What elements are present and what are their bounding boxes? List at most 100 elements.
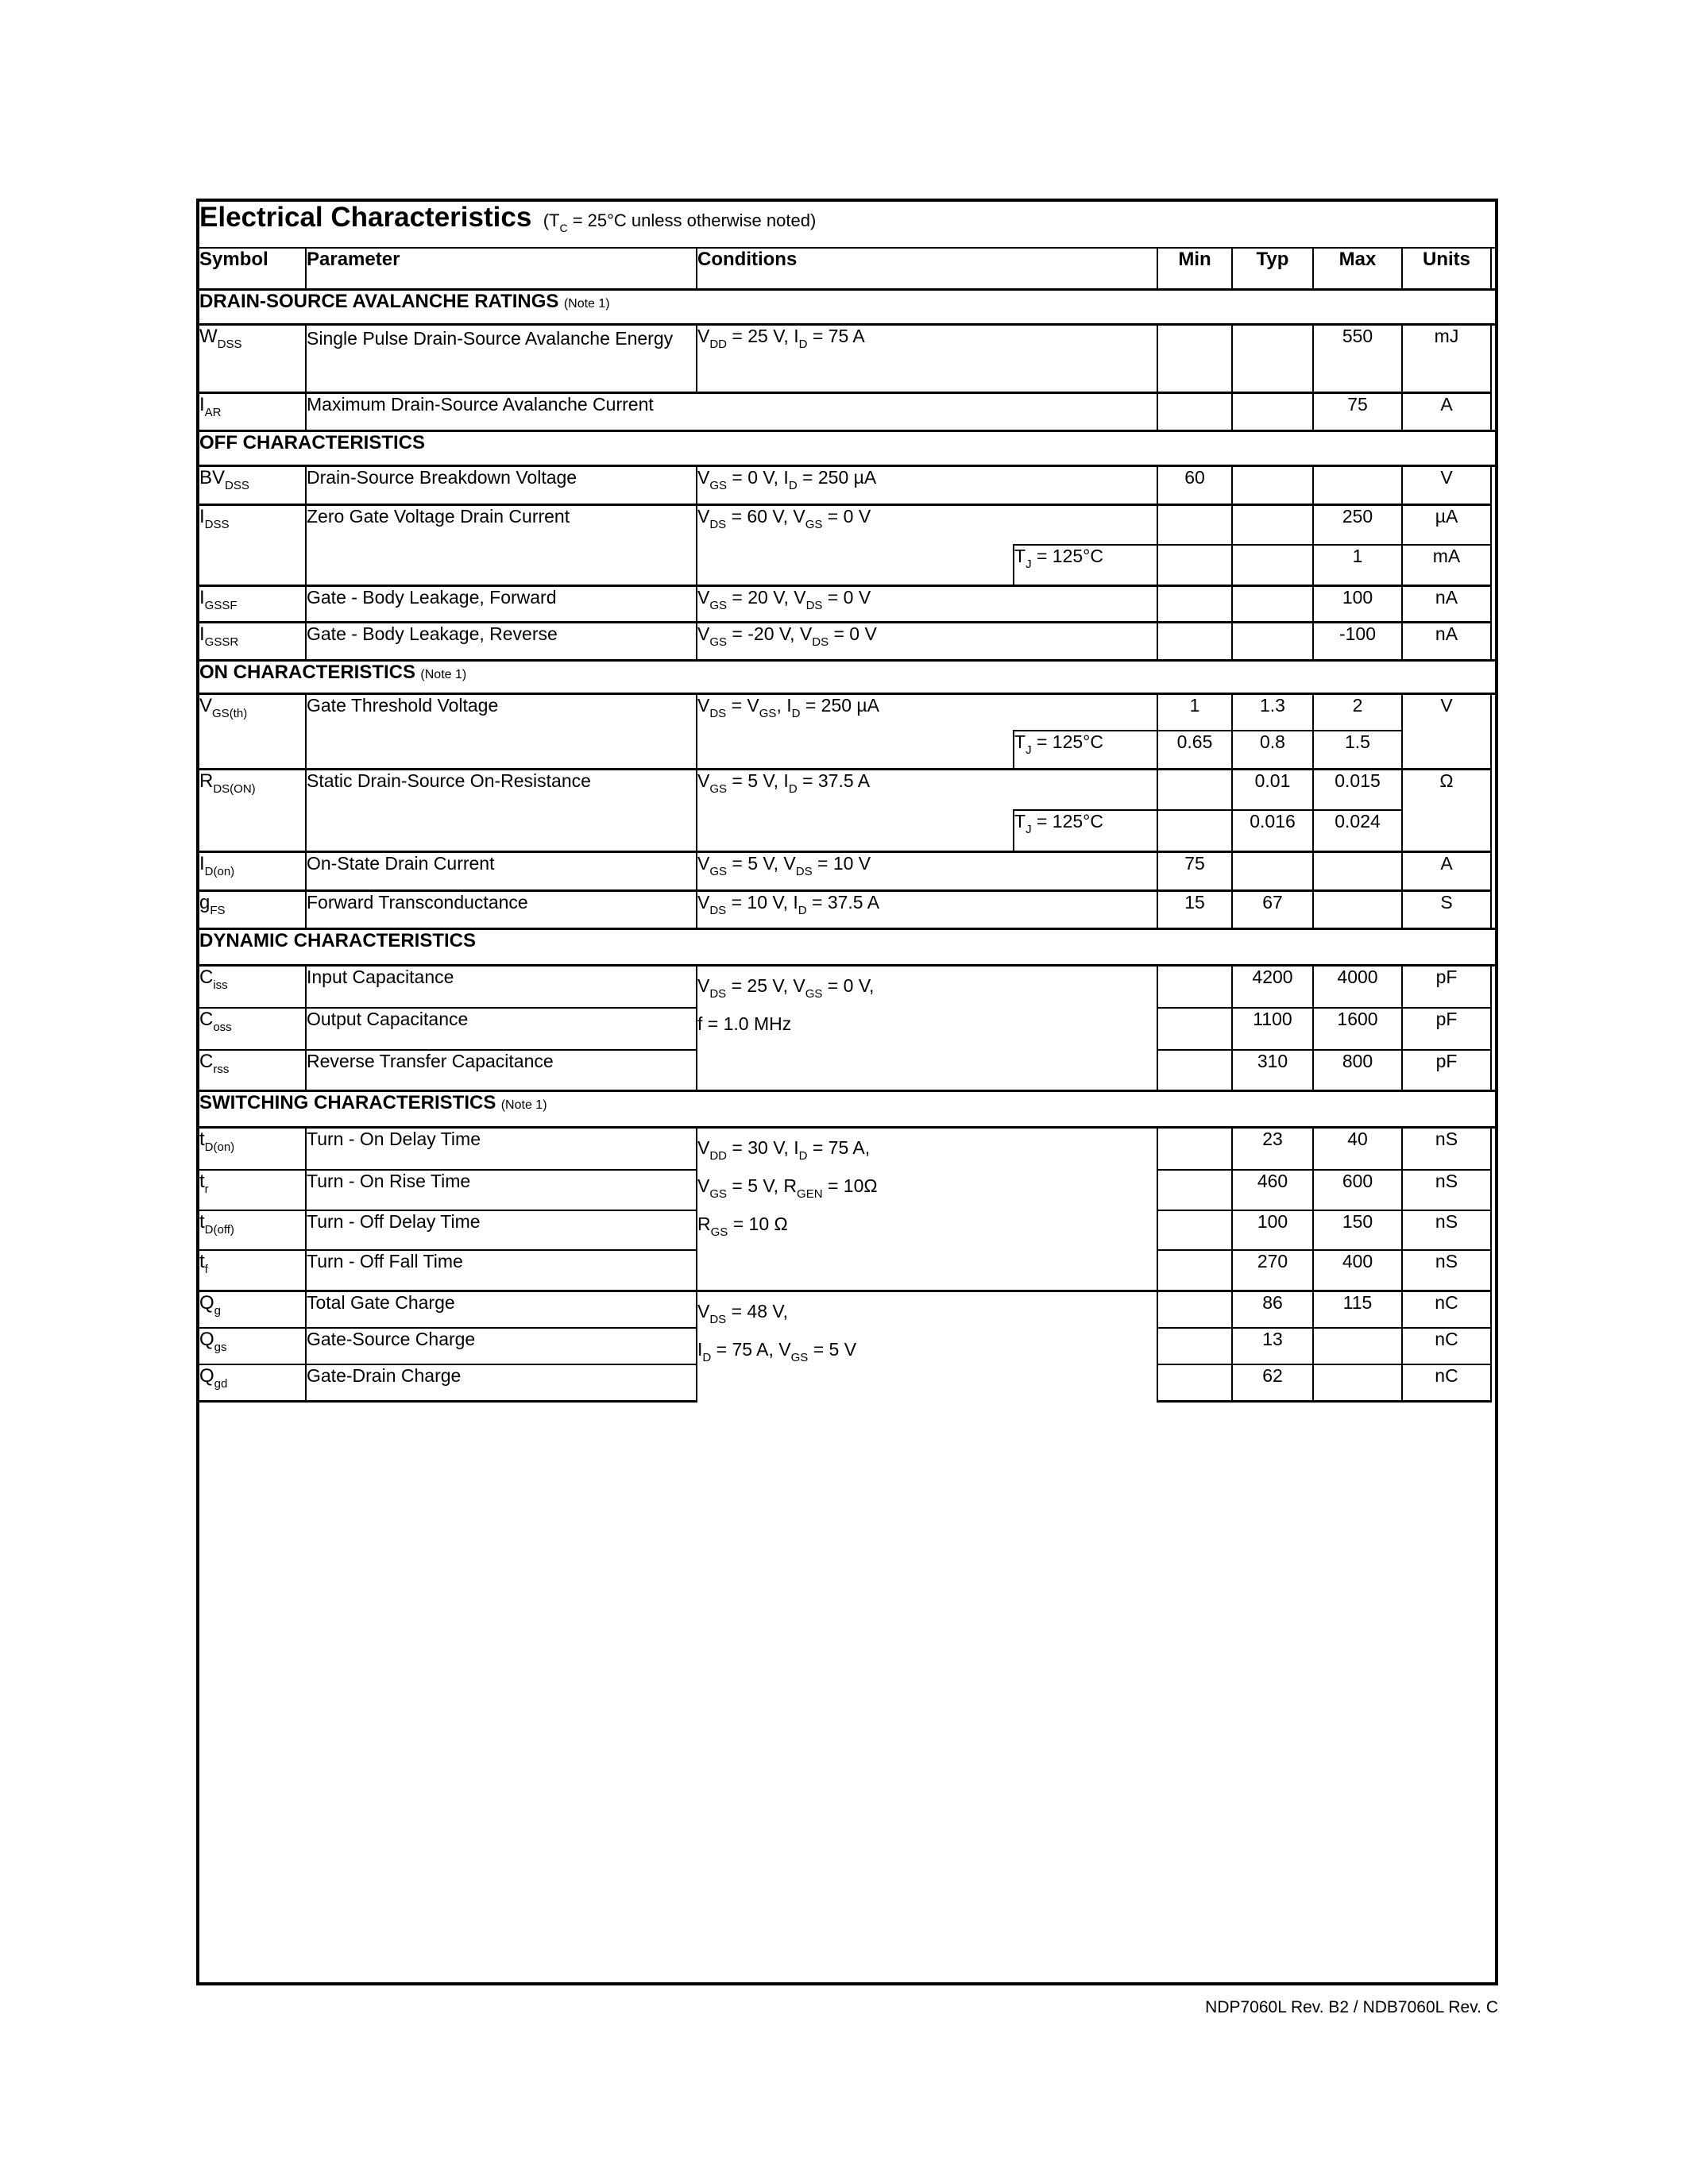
typ-cell: 460 <box>1232 1169 1314 1210</box>
symbol-cell: tf <box>199 1249 307 1291</box>
parameter-cell: Turn - Off Fall Time <box>306 1249 697 1291</box>
table-row-coss: Coss Output Capacitance 1100 1600 pF <box>199 1007 1495 1050</box>
parameter-cell: Output Capacitance <box>306 1007 697 1050</box>
max-cell: 100 <box>1313 584 1403 622</box>
footer-revision: NDP7060L Rev. B2 / NDB7060L Rev. C <box>1205 1998 1498 2016</box>
section-header-avalanche: DRAIN-SOURCE AVALANCHE RATINGS (Note 1) <box>199 287 1496 326</box>
max-cell: 75 <box>1313 391 1403 430</box>
units-cell: A <box>1402 850 1492 890</box>
parameter-cell: Forward Transconductance <box>306 889 697 928</box>
units-cell: Ω <box>1402 767 1492 851</box>
electrical-characteristics-table: Electrical Characteristics (TC = 25°C un… <box>199 202 1496 1981</box>
table-subrow-rdson-tj: TJ = 125°C 0.016 0.024 <box>199 809 1495 851</box>
page-title: Electrical Characteristics <box>199 202 532 233</box>
gap-cell <box>1491 810 1495 851</box>
units-cell: nA <box>1402 620 1492 660</box>
subcondition-cell: TJ = 125°C <box>1013 809 1158 851</box>
typ-cell: 13 <box>1232 1327 1314 1364</box>
max-cell: 1.5 <box>1313 730 1403 769</box>
conditions-cell: VGS = 20 V, VDS = 0 V <box>697 584 1158 622</box>
gap-cell <box>1491 1210 1495 1250</box>
conditions-cell: VGS = 0 V, ID = 250 µA <box>697 465 1158 504</box>
min-cell <box>1157 1049 1233 1090</box>
gap-cell <box>1491 324 1495 392</box>
conditions-cell: VGS = -20 V, VDS = 0 V <box>697 620 1158 660</box>
parameter-cell: Gate-Source Charge <box>306 1327 697 1364</box>
col-header-min: Min <box>1157 248 1233 289</box>
typ-cell: 23 <box>1232 1127 1314 1170</box>
typ-cell: 100 <box>1232 1210 1314 1250</box>
min-cell: 60 <box>1157 465 1233 504</box>
symbol-cell: Qgd <box>199 1364 307 1403</box>
conditions-cell: VDS = 25 V, VGS = 0 V, f = 1.0 MHz <box>697 965 1158 1090</box>
gap-cell <box>1491 504 1495 545</box>
units-cell: nA <box>1402 584 1492 622</box>
col-header-typ: Typ <box>1232 248 1314 289</box>
col-header-max: Max <box>1313 248 1403 289</box>
typ-cell <box>1232 584 1314 622</box>
typ-cell: 67 <box>1232 889 1314 928</box>
gap-cell <box>1491 890 1495 928</box>
units-cell: A <box>1402 391 1492 430</box>
table-row-iar: IAR Maximum Drain-Source Avalanche Curre… <box>199 391 1495 430</box>
typ-cell <box>1232 465 1314 504</box>
symbol-cell: IGSSF <box>199 584 307 622</box>
table-row-tdon: tD(on) Turn - On Delay Time VDD = 30 V, … <box>199 1127 1495 1291</box>
typ-cell: 86 <box>1232 1289 1314 1328</box>
gap-cell <box>1491 1291 1495 1328</box>
symbol-cell: tr <box>199 1169 307 1210</box>
parameter-cell: Static Drain-Source On-Resistance <box>306 767 697 851</box>
section-header-dynamic: DYNAMIC CHARACTERISTICS <box>199 927 1496 967</box>
typ-cell <box>1232 850 1314 890</box>
symbol-cell: VGS(th) <box>199 693 307 769</box>
max-cell: 115 <box>1313 1289 1403 1328</box>
symbol-cell: RDS(ON) <box>199 767 307 851</box>
table-row-idon: ID(on) On-State Drain Current VGS = 5 V,… <box>199 850 1495 890</box>
symbol-cell: Qg <box>199 1289 307 1328</box>
parameter-cell: Turn - Off Delay Time <box>306 1210 697 1250</box>
conditions-spacer <box>697 545 1014 585</box>
min-cell <box>1157 1289 1233 1328</box>
min-cell <box>1157 1007 1233 1050</box>
min-cell <box>1157 1364 1233 1403</box>
gap-cell <box>1491 585 1495 622</box>
parameter-cell: Drain-Source Breakdown Voltage <box>306 465 697 504</box>
parameter-cell: Turn - On Rise Time <box>306 1169 697 1210</box>
symbol-cell: tD(on) <box>199 1127 307 1170</box>
min-cell <box>1157 1169 1233 1210</box>
section-row: ON CHARACTERISTICS (Note 1) <box>199 658 1496 695</box>
max-cell: 0.024 <box>1313 809 1403 851</box>
units-cell: mJ <box>1402 324 1492 392</box>
section-title: DYNAMIC CHARACTERISTICS <box>199 929 476 951</box>
parameter-cell: Input Capacitance <box>306 965 697 1008</box>
table-subrow-vgsth-tj: TJ = 125°C 0.65 0.8 1.5 <box>199 730 1495 769</box>
table-row-igssr: IGSSR Gate - Body Leakage, Reverse VGS =… <box>199 620 1495 660</box>
frame-filler <box>199 1401 1495 1981</box>
typ-cell <box>1232 544 1314 585</box>
typ-cell <box>1232 324 1314 392</box>
typ-cell <box>1232 620 1314 660</box>
section-row: DYNAMIC CHARACTERISTICS <box>199 927 1496 967</box>
table-row-tr: tr Turn - On Rise Time 460 600 nS <box>199 1169 1495 1210</box>
gap-cell <box>1491 1364 1495 1401</box>
typ-cell: 1100 <box>1232 1007 1314 1050</box>
conditions-cell: VDD = 25 V, ID = 75 A <box>697 324 1158 392</box>
table-row-bvdss: BVDSS Drain-Source Breakdown Voltage VGS… <box>199 465 1495 504</box>
gap-cell <box>1491 693 1495 731</box>
section-note: (Note 1) <box>500 1098 547 1112</box>
max-cell <box>1313 889 1403 928</box>
conditions-cell: VGS = 5 V, ID = 37.5 A <box>697 767 1158 810</box>
typ-cell <box>1232 391 1314 430</box>
col-header-symbol: Symbol <box>199 248 307 289</box>
gap-cell <box>1491 1050 1495 1090</box>
symbol-cell: ID(on) <box>199 850 307 890</box>
units-cell: nC <box>1402 1364 1492 1403</box>
title-note: (TC = 25°C unless otherwise noted) <box>543 210 817 234</box>
symbol-cell: IAR <box>199 391 307 430</box>
col-header-parameter: Parameter <box>306 248 697 289</box>
max-cell: 1 <box>1313 544 1403 585</box>
symbol-cell: tD(off) <box>199 1210 307 1250</box>
gap-cell <box>1491 392 1495 430</box>
table-row-tf: tf Turn - Off Fall Time 270 400 nS <box>199 1249 1495 1291</box>
min-cell <box>1157 965 1233 1008</box>
